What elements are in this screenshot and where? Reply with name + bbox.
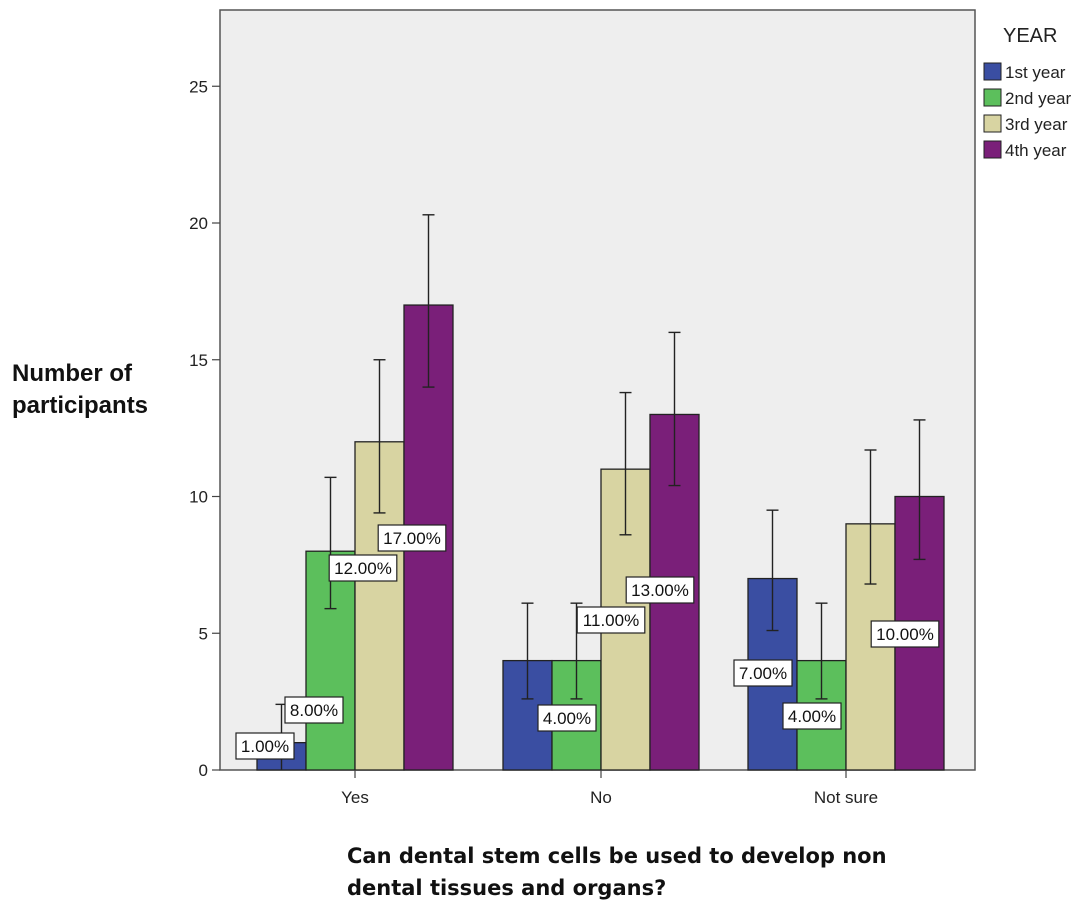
y-axis: 0 5 10 15 20 25 xyxy=(189,77,220,780)
y-tick-label: 0 xyxy=(199,761,208,780)
legend-swatch xyxy=(983,140,1002,159)
data-label-box xyxy=(284,696,344,724)
y-tick-label: 5 xyxy=(199,624,208,643)
x-tick-label: Yes xyxy=(341,788,369,807)
data-label: 12.00% xyxy=(334,559,392,578)
legend-swatch xyxy=(983,88,1002,107)
data-label-box xyxy=(625,576,695,604)
data-label-box xyxy=(537,704,597,732)
legend-entry: 2nd year xyxy=(1005,89,1071,108)
legend-swatch xyxy=(983,62,1002,81)
legend-entry: 4th year xyxy=(1005,141,1067,160)
data-label: 8.00% xyxy=(290,701,338,720)
data-label: 4.00% xyxy=(788,707,836,726)
y-axis-label: Number of participants xyxy=(12,360,149,419)
legend-entry: 1st year xyxy=(1005,63,1066,82)
data-label: 1.00% xyxy=(241,737,289,756)
legend-title: YEAR xyxy=(1003,25,1057,47)
data-label: 11.00% xyxy=(583,611,639,630)
legend-entry: 3rd year xyxy=(1005,115,1068,134)
data-label-box xyxy=(328,554,398,582)
y-tick-label: 25 xyxy=(189,77,208,96)
data-label: 10.00% xyxy=(876,625,934,644)
data-label: 13.00% xyxy=(631,581,689,600)
x-tick-label: Not sure xyxy=(814,788,878,807)
data-label-box xyxy=(377,524,447,552)
legend: YEAR 1st year 2nd year 3rd year 4th year xyxy=(983,25,1071,160)
data-labels-layer: 1.00% 7.00% 8.00% 4.00% 4.00% 12.00% 11.00% 17.… xyxy=(235,524,940,760)
x-tick-label: No xyxy=(590,788,612,807)
y-tick-label: 20 xyxy=(189,214,208,233)
x-axis-label: Can dental stem cells be used to develop… xyxy=(347,844,887,900)
x-axis: Yes No Not sure xyxy=(341,770,878,807)
data-label-box xyxy=(782,702,842,730)
data-label: 17.00% xyxy=(383,529,441,548)
data-label: 4.00% xyxy=(543,709,591,728)
bar xyxy=(305,550,356,771)
error-bars-layer xyxy=(275,214,926,770)
data-label-box xyxy=(235,732,295,760)
data-label-box xyxy=(576,606,646,634)
y-tick-label: 15 xyxy=(189,351,208,370)
y-tick-label: 10 xyxy=(189,488,208,507)
data-label-box xyxy=(870,620,940,648)
data-label: 7.00% xyxy=(739,664,787,683)
data-label-box xyxy=(733,659,793,687)
legend-swatch xyxy=(983,114,1002,133)
